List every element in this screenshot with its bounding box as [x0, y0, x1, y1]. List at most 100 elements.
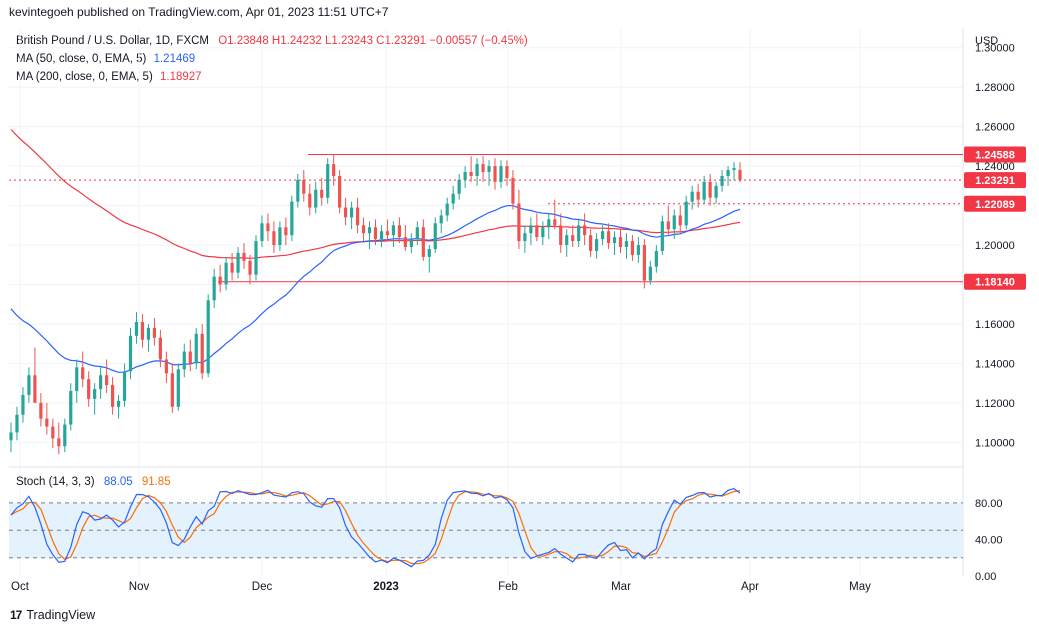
candle-body-111	[672, 215, 676, 230]
candle-72	[439, 209, 443, 234]
candle-69	[421, 219, 425, 261]
candle-body-22	[140, 321, 145, 340]
candle-95	[577, 219, 581, 247]
candle-80	[487, 160, 491, 186]
candle-body-121	[732, 168, 736, 171]
candle-body-78	[475, 164, 479, 176]
candle-body-35	[218, 276, 222, 285]
candle-53	[326, 158, 330, 204]
candle-body-10	[69, 391, 73, 425]
candle-79	[481, 156, 485, 182]
candle-0	[9, 422, 13, 453]
candle-body-70	[427, 248, 431, 257]
price-tick-2: 1.26000	[975, 122, 1015, 134]
candle-body-15	[99, 375, 103, 390]
candle-body-57	[349, 207, 354, 218]
price-label-1: 1.23291	[964, 172, 1026, 189]
candle-body-119	[720, 175, 724, 186]
ma50-value: 1.21469	[153, 53, 196, 65]
ma200-label: MA (200, close, 0, EMA, 5)	[16, 71, 153, 83]
candle-33	[206, 294, 210, 378]
candle-body-14	[93, 389, 97, 399]
candle-121	[732, 162, 736, 180]
candle-body-44	[272, 231, 276, 246]
candle-body-69	[421, 227, 425, 257]
candle-body-38	[236, 252, 240, 273]
candle-32	[200, 323, 204, 380]
candle-body-115	[696, 191, 700, 200]
price-label-bg-1	[964, 172, 1026, 189]
candle-body-3	[27, 375, 31, 395]
candle-98	[594, 233, 599, 259]
candle-90	[547, 213, 551, 240]
candle-body-29	[182, 351, 186, 370]
candle-body-32	[200, 333, 204, 374]
horizontal-levels	[9, 154, 963, 283]
candle-49	[302, 170, 306, 202]
candle-71	[433, 217, 437, 253]
candle-73	[445, 197, 449, 222]
candle-26	[164, 351, 168, 384]
brand[interactable]: 17 TradingView	[10, 608, 95, 622]
candle-10	[69, 383, 73, 431]
candle-82	[499, 160, 503, 188]
stoch-d-line	[10, 490, 741, 565]
candle-42	[260, 215, 264, 247]
candle-body-11	[75, 367, 79, 392]
candle-76	[463, 166, 467, 188]
price-label-text-3: 1.18140	[975, 277, 1015, 289]
candle-44	[272, 221, 276, 253]
candle-84	[511, 170, 515, 210]
candle-body-91	[553, 219, 557, 226]
candle-34	[212, 268, 216, 309]
candle-body-7	[51, 426, 55, 439]
candle-body-5	[39, 402, 43, 419]
time-axis: Oct Nov Dec 2023 Feb Mar Apr May	[11, 581, 871, 593]
candle-66	[403, 225, 407, 251]
candle-body-23	[146, 327, 151, 340]
candle-body-102	[618, 237, 623, 247]
candle-body-64	[391, 225, 396, 236]
candle-8	[57, 422, 61, 455]
candle-body-37	[230, 262, 234, 273]
stoch-k-value: 88.05	[103, 476, 133, 488]
candle-58	[355, 197, 360, 234]
candle-body-80	[487, 166, 491, 173]
candle-body-33	[206, 300, 210, 374]
candle-36	[224, 256, 228, 291]
candle-88	[535, 213, 539, 242]
time-label-5: Mar	[611, 581, 631, 593]
candle-body-0	[9, 432, 13, 441]
candle-106	[642, 239, 646, 289]
candle-7	[51, 418, 55, 449]
candle-46	[284, 217, 288, 246]
candle-93	[565, 229, 569, 257]
candle-body-6	[45, 418, 49, 427]
candle-30	[188, 339, 192, 372]
candle-1	[15, 406, 19, 441]
candle-89	[541, 221, 545, 246]
candle-67	[409, 233, 413, 253]
candle-11	[75, 359, 79, 403]
candle-86	[523, 225, 527, 253]
candle-118	[714, 181, 718, 204]
candle-5	[39, 393, 43, 427]
time-label-0: Oct	[11, 581, 30, 593]
candle-body-98	[594, 239, 599, 251]
candle-body-107	[648, 266, 652, 281]
candle-9	[63, 418, 67, 453]
time-label-4: Feb	[498, 581, 518, 593]
candle-99	[600, 225, 605, 246]
candle-body-120	[726, 170, 730, 176]
candle-body-25	[158, 337, 162, 360]
candle-body-113	[684, 201, 688, 226]
candle-body-2	[21, 394, 25, 415]
candle-52	[320, 177, 324, 206]
price-tick-1: 1.28000	[975, 82, 1015, 94]
candle-body-101	[612, 237, 617, 244]
candle-body-27	[170, 373, 174, 407]
candle-body-48	[296, 179, 300, 202]
candle-61	[373, 219, 378, 246]
candle-108	[654, 245, 658, 273]
